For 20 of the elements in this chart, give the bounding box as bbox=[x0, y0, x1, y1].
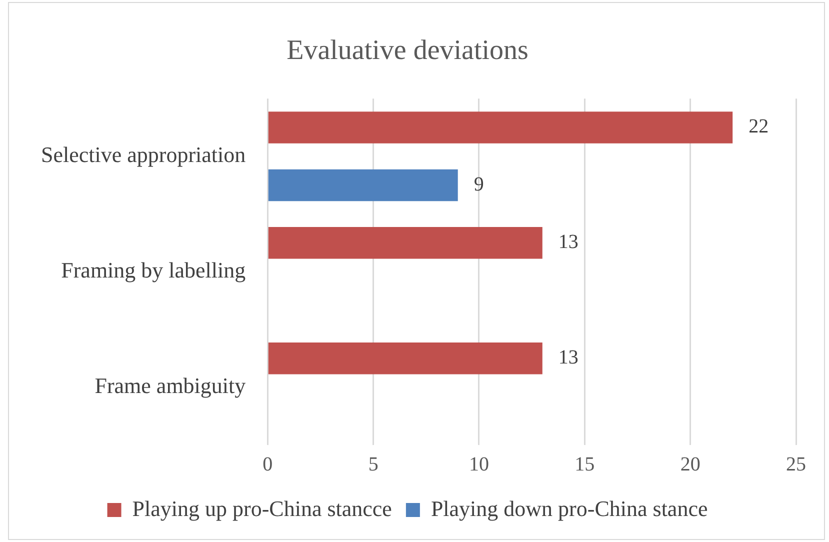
bar bbox=[268, 342, 542, 374]
data-label: 9 bbox=[474, 173, 484, 196]
x-tick-label: 10 bbox=[468, 453, 489, 476]
data-label: 22 bbox=[748, 116, 769, 138]
data-label: 13 bbox=[558, 346, 578, 369]
y-tick-label: Framing by labelling bbox=[61, 258, 246, 283]
x-tick-label: 15 bbox=[574, 453, 595, 476]
x-tick-label: 5 bbox=[368, 453, 378, 476]
legend-label: Playing down pro-China stance bbox=[430, 496, 708, 521]
bar bbox=[268, 169, 458, 202]
legend-label: Playing up pro-China stancce bbox=[132, 496, 392, 521]
x-tick-label: 25 bbox=[786, 453, 806, 476]
bar bbox=[268, 112, 733, 144]
x-tick-label: 0 bbox=[262, 453, 273, 476]
bar bbox=[268, 227, 542, 259]
y-tick-label: Selective appropriation bbox=[40, 142, 246, 168]
chart-title: Evaluative deviations bbox=[286, 35, 528, 66]
data-label: 13 bbox=[558, 231, 578, 254]
y-tick-label: Frame ambiguity bbox=[94, 373, 246, 398]
x-tick-label: 20 bbox=[680, 453, 700, 476]
